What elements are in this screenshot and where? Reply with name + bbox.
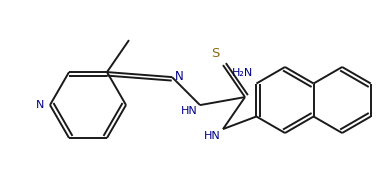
Text: N: N [36,100,44,110]
Text: HN: HN [181,106,198,116]
Text: H₂N: H₂N [232,68,253,78]
Text: HN: HN [204,131,221,141]
Text: S: S [211,47,219,60]
Text: N: N [175,70,184,83]
